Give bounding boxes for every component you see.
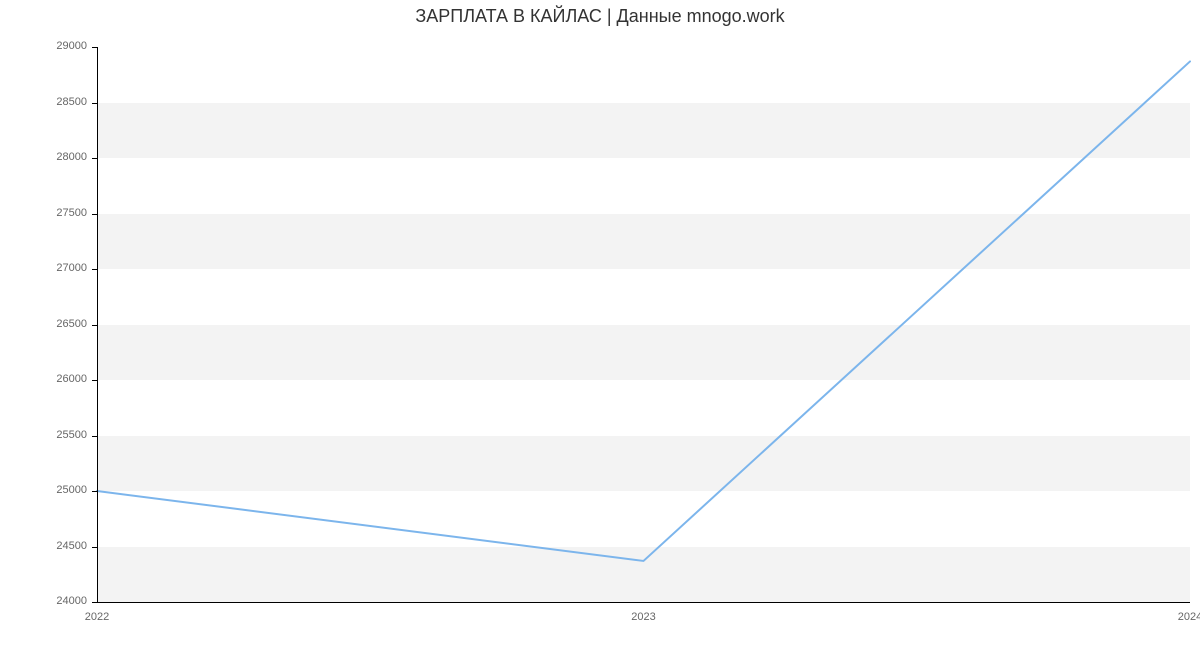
plot-area [97,47,1190,602]
y-tick-mark [92,602,97,603]
y-tick-mark [92,47,97,48]
y-tick-label: 25500 [56,429,87,441]
y-tick-mark [92,380,97,381]
y-tick-label: 24000 [56,595,87,607]
y-tick-mark [92,269,97,270]
y-tick-mark [92,158,97,159]
y-tick-label: 26500 [56,318,87,330]
x-tick-label: 2022 [85,611,109,623]
y-tick-mark [92,103,97,104]
y-tick-mark [92,214,97,215]
y-tick-label: 29000 [56,40,87,52]
y-tick-label: 28500 [56,96,87,108]
y-tick-mark [92,491,97,492]
y-tick-label: 27000 [56,262,87,274]
x-tick-label: 2024 [1178,611,1200,623]
y-tick-label: 27500 [56,207,87,219]
chart-title: ЗАРПЛАТА В КАЙЛАС | Данные mnogo.work [0,6,1200,27]
y-tick-label: 25000 [56,484,87,496]
y-tick-mark [92,436,97,437]
y-tick-label: 28000 [56,151,87,163]
y-tick-mark [92,547,97,548]
y-tick-label: 24500 [56,540,87,552]
series-line [97,47,1190,602]
y-axis-line [97,47,98,602]
x-tick-label: 2023 [631,611,655,623]
y-tick-label: 26000 [56,373,87,385]
y-tick-mark [92,325,97,326]
x-axis-line [97,602,1190,603]
